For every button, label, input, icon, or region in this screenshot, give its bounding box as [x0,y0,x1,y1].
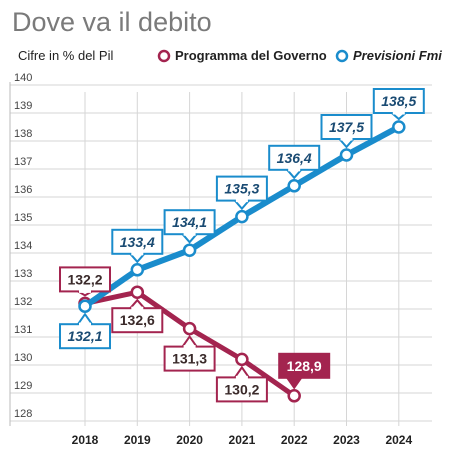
x-tick-label: 2024 [385,433,412,447]
legend: Programma del Governo Previsioni Fmi [157,48,442,63]
data-point [339,148,354,162]
svg-text:136,4: 136,4 [277,150,312,166]
data-point [78,299,92,313]
data-point [182,243,197,257]
legend-marker-fmi [335,49,349,63]
x-tick-label: 2022 [281,433,308,447]
x-tick-label: 2020 [176,433,203,447]
data-label: 130,2 [215,365,268,403]
x-tick-label: 2021 [229,433,256,447]
y-tick-label: 130 [14,352,32,364]
data-labels: 132,1 133,4 134,1 135,3 136,4 137,5 138,5 132,2… [59,88,425,403]
data-label: 131,3 [163,334,216,372]
legend-marker-governo [157,49,171,63]
svg-text:130,2: 130,2 [224,381,259,397]
chart-subtitle: Cifre in % del Pil [18,48,113,63]
svg-text:133,4: 133,4 [120,234,155,250]
svg-text:132,6: 132,6 [120,312,155,328]
legend-label-fmi: Previsioni Fmi [353,48,442,63]
data-point [130,285,145,299]
data-point [392,120,406,134]
data-point [235,209,249,224]
data-label: 138,5 [372,88,425,121]
data-point [130,263,145,277]
svg-text:128,9: 128,9 [287,358,322,374]
x-tick-label: 2023 [333,433,360,447]
data-point [235,352,249,367]
y-tick-label: 139 [14,100,32,112]
svg-text:137,5: 137,5 [329,119,364,135]
legend-label-governo: Programma del Governo [175,48,327,63]
series-previsioni-fmi [78,120,406,313]
svg-text:131,3: 131,3 [172,351,207,367]
y-tick-label: 131 [14,324,32,336]
data-label: 136,4 [268,144,321,180]
svg-text:138,5: 138,5 [381,93,416,109]
data-label: 137,5 [320,114,373,149]
y-tick-label: 133 [14,268,32,280]
x-tick-label: 2019 [124,433,151,447]
data-label: 135,3 [215,175,268,211]
data-label: 132,6 [111,298,164,334]
y-tick-label: 129 [14,380,32,392]
y-tick-label: 134 [14,240,32,252]
y-tick-label: 132 [14,296,32,308]
y-tick-label: 128 [14,408,32,420]
x-axis: 2018 2019 2020 2021 2022 2023 2024 [72,433,413,447]
data-label: 133,4 [111,228,164,264]
y-tick-label: 137 [14,156,32,168]
y-tick-label: 140 [14,72,32,84]
y-tick-label: 138 [14,128,32,140]
svg-text:134,1: 134,1 [172,214,207,230]
x-tick-label: 2018 [72,433,99,447]
data-label: 132,1 [59,312,111,350]
svg-text:132,2: 132,2 [67,271,102,287]
data-label: 134,1 [163,209,216,244]
svg-text:132,1: 132,1 [67,328,102,344]
svg-text:135,3: 135,3 [224,181,259,197]
y-tick-label: 136 [14,184,32,196]
data-point [287,179,301,193]
data-point [287,389,301,403]
y-axis: 140 139 138 137 136 135 134 133 132 131 130 129 128 [14,72,32,420]
data-label: 128,9 [278,352,331,390]
chart-title: Dove va il debito [12,7,212,37]
y-tick-label: 135 [14,212,32,224]
data-point [182,321,197,336]
grid [9,82,432,426]
data-label: 132,2 [59,266,111,297]
